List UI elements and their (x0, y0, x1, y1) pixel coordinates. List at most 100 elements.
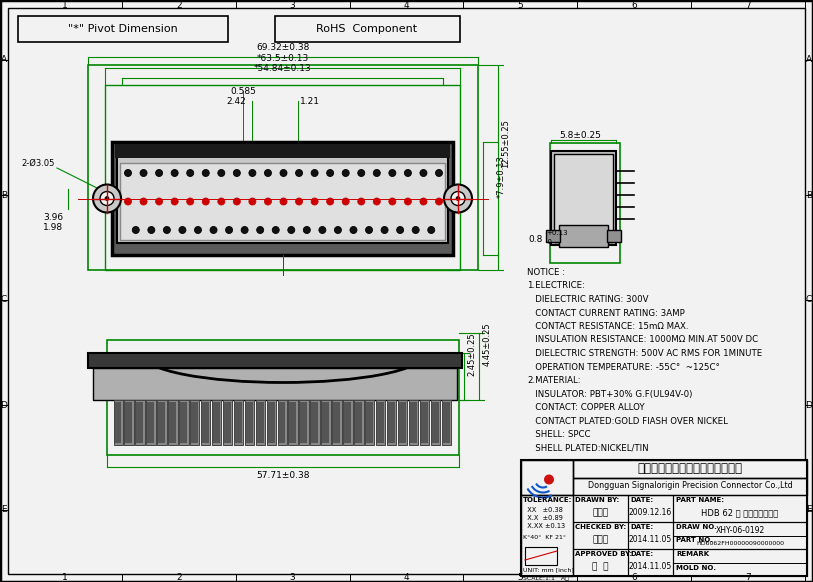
Bar (628, 549, 673, 576)
Text: 6: 6 (632, 1, 637, 9)
Text: SHELL PLATED:NICKEL/TIN: SHELL PLATED:NICKEL/TIN (527, 443, 649, 452)
Bar (388, 402, 395, 443)
Circle shape (456, 197, 460, 201)
Text: A: A (1, 55, 7, 65)
Bar (180, 402, 187, 443)
Bar (673, 495, 807, 522)
Circle shape (140, 169, 147, 176)
Text: X.X  ±0.89: X.X ±0.89 (523, 515, 563, 521)
Circle shape (451, 191, 465, 205)
Bar (289, 400, 298, 445)
Text: 杨冬梅: 杨冬梅 (593, 508, 609, 517)
Bar (333, 402, 340, 443)
Text: *63.5±0.13: *63.5±0.13 (256, 54, 309, 63)
Circle shape (428, 226, 435, 233)
Bar (525, 547, 557, 565)
Bar (115, 402, 121, 443)
Bar (257, 402, 263, 443)
Text: 6: 6 (632, 573, 637, 582)
Text: *54.84±0.13: *54.84±0.13 (254, 64, 311, 73)
Bar (105, 85, 460, 270)
Bar (124, 400, 134, 445)
Circle shape (366, 226, 372, 233)
Bar (246, 402, 253, 443)
Bar (115, 144, 450, 158)
Bar (322, 402, 329, 443)
Bar (213, 402, 220, 443)
Bar (550, 143, 620, 263)
Bar (311, 400, 320, 445)
Circle shape (436, 198, 442, 205)
Text: CONTACT RESISTANCE: 15mΩ MAX.: CONTACT RESISTANCE: 15mΩ MAX. (527, 322, 689, 331)
Text: 1.ELECTRICE:: 1.ELECTRICE: (527, 282, 585, 290)
Text: +0.13: +0.13 (546, 230, 567, 236)
Text: 东莞市迅颊原精密连接器有限公司: 东莞市迅颊原精密连接器有限公司 (637, 463, 742, 475)
Text: B: B (806, 190, 812, 200)
Circle shape (249, 198, 256, 205)
Text: B: B (1, 190, 7, 200)
Circle shape (100, 191, 114, 205)
Text: REMARK: REMARK (676, 551, 709, 557)
Circle shape (105, 197, 109, 201)
Text: 1: 1 (62, 573, 67, 582)
Text: 4: 4 (404, 573, 409, 582)
Text: E: E (806, 506, 812, 514)
Text: 2.42: 2.42 (226, 97, 246, 105)
Text: K°40°  KF 21°: K°40° KF 21° (523, 535, 566, 540)
Text: OPERATION TEMPERATURE: -55C°  ~125C°: OPERATION TEMPERATURE: -55C° ~125C° (527, 363, 720, 371)
Bar (117, 155, 448, 243)
Circle shape (155, 169, 163, 176)
Text: 2: 2 (176, 573, 181, 582)
Text: DRAWN BY:: DRAWN BY: (575, 497, 620, 503)
Bar (431, 400, 440, 445)
Circle shape (218, 198, 225, 205)
Text: CONTACT CURRENT RATING: 3AMP: CONTACT CURRENT RATING: 3AMP (527, 308, 685, 318)
Circle shape (202, 169, 209, 176)
Text: APPROVED BY:: APPROVED BY: (575, 551, 633, 557)
Text: C: C (806, 296, 812, 304)
Circle shape (397, 226, 403, 233)
Bar (546, 230, 560, 242)
Text: E: E (1, 506, 7, 514)
Text: 2.MATERIAL:: 2.MATERIAL: (527, 376, 580, 385)
Circle shape (249, 169, 256, 176)
Circle shape (140, 198, 147, 205)
Text: D: D (806, 400, 812, 410)
Circle shape (93, 184, 121, 212)
Bar (333, 400, 341, 445)
Circle shape (241, 226, 248, 233)
Text: 5: 5 (518, 1, 524, 9)
Text: 12.55±0.25: 12.55±0.25 (502, 119, 511, 168)
Bar (551, 151, 616, 245)
Text: 2014.11.05: 2014.11.05 (629, 535, 672, 544)
Text: 2-Ø3.05: 2-Ø3.05 (22, 158, 55, 168)
Circle shape (311, 169, 318, 176)
Bar (573, 522, 628, 549)
Text: 2009.12.16: 2009.12.16 (629, 508, 672, 517)
Bar (245, 400, 254, 445)
Text: -0: -0 (546, 239, 553, 245)
Circle shape (148, 226, 154, 233)
Text: TOLERANCE:: TOLERANCE: (523, 497, 572, 503)
Text: UNIT: mm [inch]: UNIT: mm [inch] (523, 567, 574, 572)
Text: 69.32±0.38: 69.32±0.38 (256, 43, 310, 52)
Bar (146, 400, 156, 445)
Text: HDB 62 母 涹线式传线结合: HDB 62 母 涹线式传线结合 (702, 508, 779, 517)
Bar (235, 402, 241, 443)
Circle shape (436, 169, 442, 176)
Circle shape (124, 198, 132, 205)
Circle shape (296, 169, 302, 176)
Bar (554, 154, 613, 242)
Circle shape (358, 198, 365, 205)
Circle shape (257, 226, 263, 233)
Circle shape (155, 198, 163, 205)
Circle shape (218, 169, 225, 176)
Text: C: C (1, 296, 7, 304)
Bar (387, 400, 396, 445)
Bar (289, 402, 297, 443)
Text: "*" Pivot Dimension: "*" Pivot Dimension (68, 24, 178, 34)
Circle shape (194, 226, 202, 233)
Bar (223, 400, 233, 445)
Bar (190, 400, 199, 445)
Text: DATE:: DATE: (630, 524, 653, 530)
